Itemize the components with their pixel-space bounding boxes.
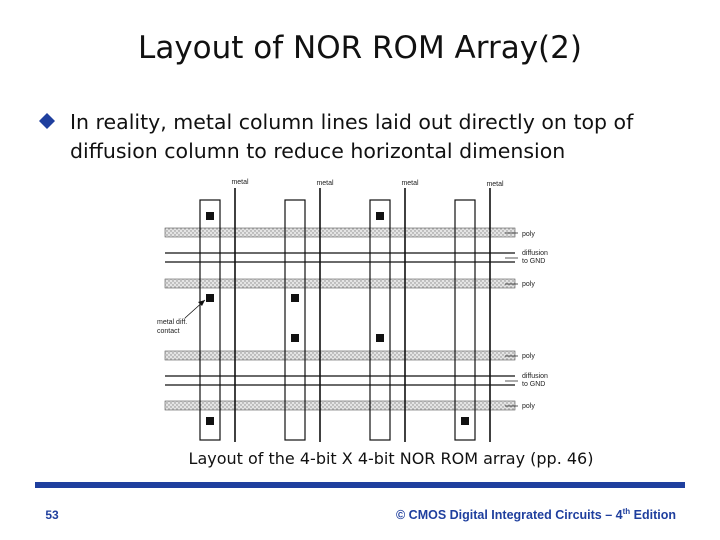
row-label: diffusion bbox=[522, 250, 548, 257]
footer-text: © CMOS Digital Integrated Circuits – 4 bbox=[396, 508, 623, 522]
contact-label: contact bbox=[157, 328, 180, 335]
row-label: diffusion bbox=[522, 373, 548, 380]
footer-superscript: th bbox=[623, 507, 631, 516]
contact-label: metal diff. bbox=[157, 319, 187, 326]
row-label: poly bbox=[522, 403, 535, 410]
figure-caption: Layout of the 4-bit X 4-bit NOR ROM arra… bbox=[189, 449, 594, 468]
bullet-icon bbox=[39, 113, 55, 129]
layout-figure bbox=[164, 188, 518, 442]
column-label: metal bbox=[316, 180, 334, 187]
column-label: metal bbox=[401, 180, 419, 187]
footer-text: Edition bbox=[630, 508, 676, 522]
row-label: poly bbox=[522, 281, 535, 288]
title: Layout of NOR ROM Array(2) bbox=[138, 30, 582, 66]
bullet-line: diffusion column to reduce horizontal di… bbox=[70, 139, 565, 163]
footer-source: © CMOS Digital Integrated Circuits – 4th… bbox=[396, 507, 676, 522]
footer-rule bbox=[35, 482, 685, 488]
column-label: metal bbox=[231, 179, 249, 186]
column-label: metal bbox=[486, 181, 504, 188]
page-number: 53 bbox=[45, 508, 59, 522]
row-label: poly bbox=[522, 353, 535, 360]
bullet-line: In reality, metal column lines laid out … bbox=[70, 110, 634, 134]
row-label: to GND bbox=[522, 258, 545, 265]
row-label: poly bbox=[522, 231, 535, 238]
row-label: to GND bbox=[522, 381, 545, 388]
